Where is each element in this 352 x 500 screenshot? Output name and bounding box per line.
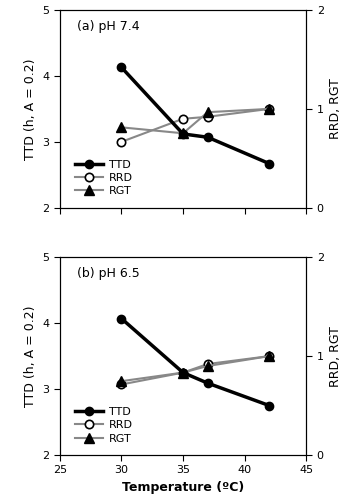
TTD <box>119 316 124 322</box>
RRD <box>267 106 271 112</box>
RGT <box>181 370 185 376</box>
RGT <box>267 353 271 359</box>
Line: RGT: RGT <box>117 104 274 138</box>
RGT <box>119 124 124 130</box>
RGT <box>119 378 124 384</box>
RRD <box>206 361 210 367</box>
Legend: TTD, RRD, RGT: TTD, RRD, RGT <box>75 160 133 196</box>
Legend: TTD, RRD, RGT: TTD, RRD, RGT <box>75 407 133 444</box>
RRD <box>206 114 210 120</box>
Line: RGT: RGT <box>117 352 274 386</box>
RGT <box>267 106 271 112</box>
Y-axis label: TTD (h, A = 0.2): TTD (h, A = 0.2) <box>24 58 37 160</box>
RGT <box>181 130 185 136</box>
TTD <box>119 64 124 70</box>
TTD <box>181 370 185 376</box>
Text: (a) pH 7.4: (a) pH 7.4 <box>77 20 140 33</box>
TTD <box>267 160 271 166</box>
TTD <box>181 131 185 137</box>
RRD <box>181 370 185 376</box>
RRD <box>119 139 124 145</box>
RGT <box>206 363 210 369</box>
RRD <box>119 382 124 388</box>
Line: TTD: TTD <box>117 314 274 410</box>
TTD <box>206 134 210 140</box>
Line: TTD: TTD <box>117 63 274 168</box>
Y-axis label: RRD, RGT: RRD, RGT <box>329 78 342 140</box>
Y-axis label: RRD, RGT: RRD, RGT <box>329 326 342 386</box>
TTD <box>267 402 271 408</box>
Text: (b) pH 6.5: (b) pH 6.5 <box>77 267 140 280</box>
Y-axis label: TTD (h, A = 0.2): TTD (h, A = 0.2) <box>24 306 37 407</box>
TTD <box>206 380 210 386</box>
RRD <box>267 353 271 359</box>
RRD <box>181 116 185 122</box>
X-axis label: Temperature (ºC): Temperature (ºC) <box>122 481 244 494</box>
Line: RRD: RRD <box>117 104 274 146</box>
Line: RRD: RRD <box>117 352 274 389</box>
RGT <box>206 109 210 115</box>
